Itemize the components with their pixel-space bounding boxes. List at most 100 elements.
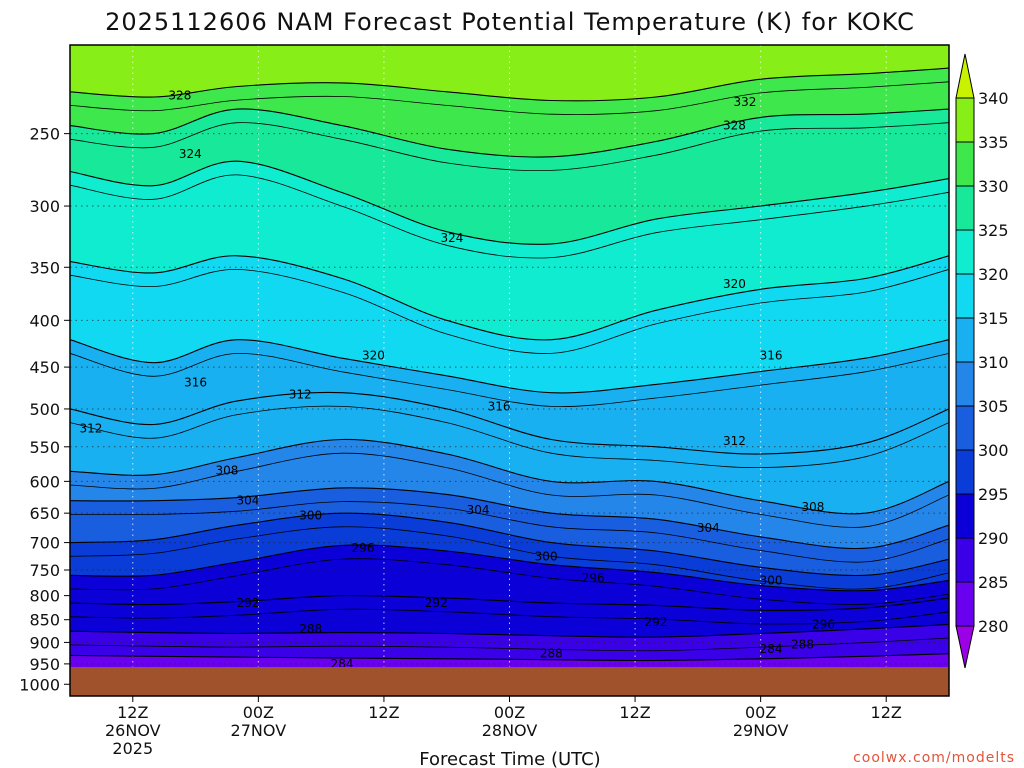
isentrope-308 bbox=[70, 438, 949, 515]
y-tick-label: 950 bbox=[29, 655, 60, 674]
colorbar-box bbox=[955, 317, 975, 363]
colorbar-box bbox=[955, 97, 975, 143]
contour-label: 308 bbox=[802, 500, 825, 514]
credit-text: coolwx.com/modelts bbox=[853, 750, 1015, 766]
isentrope-328 bbox=[70, 108, 949, 158]
y-tick-label: 550 bbox=[29, 438, 60, 457]
contour-label: 288 bbox=[540, 646, 563, 660]
contour-label: 312 bbox=[289, 387, 312, 401]
contour-label: 312 bbox=[79, 421, 102, 435]
colorbar-arrow-low bbox=[955, 625, 975, 669]
x-axis-title: Forecast Time (UTC) bbox=[419, 749, 600, 768]
colorbar-box bbox=[955, 537, 975, 583]
isentrope-316 bbox=[70, 339, 949, 394]
contour-label: 312 bbox=[723, 434, 746, 448]
y-tick-label: 800 bbox=[29, 587, 60, 606]
y-tick-label: 250 bbox=[29, 125, 60, 144]
y-tick-label: 750 bbox=[29, 561, 60, 580]
colorbar-box bbox=[955, 449, 975, 495]
contour-label: 288 bbox=[791, 638, 814, 652]
isentrope-minor bbox=[70, 352, 949, 408]
x-tick-label: 12Z bbox=[871, 703, 902, 722]
colorbar-label: 295 bbox=[978, 485, 1009, 504]
y-tick-label: 650 bbox=[29, 504, 60, 523]
isentrope-minor bbox=[70, 637, 949, 652]
isentrope-minor bbox=[70, 174, 949, 259]
contour-label: 304 bbox=[236, 494, 259, 508]
x-tick-label: 28NOV bbox=[482, 721, 538, 740]
contour-label: 308 bbox=[216, 464, 239, 478]
isentrope-324 bbox=[70, 160, 949, 245]
contour-label: 316 bbox=[488, 400, 511, 414]
x-tick-label: 00Z bbox=[494, 703, 525, 722]
y-tick-label: 600 bbox=[29, 472, 60, 491]
contour-label: 304 bbox=[697, 521, 720, 535]
isentrope-minor bbox=[70, 268, 949, 354]
colorbar-label: 300 bbox=[978, 441, 1009, 460]
colorbar-box bbox=[955, 581, 975, 627]
colorbar-label: 330 bbox=[978, 177, 1009, 196]
contour-label: 292 bbox=[236, 596, 259, 610]
contour-label: 296 bbox=[582, 571, 605, 585]
colorbar-arrow-high bbox=[955, 53, 975, 99]
y-tick-label: 300 bbox=[29, 197, 60, 216]
isentrope-332 bbox=[70, 67, 949, 102]
y-axis: 250 300 350 400 450 500 550 600 650 700 750 800 850 9… bbox=[19, 125, 70, 694]
colorbar-box bbox=[955, 229, 975, 275]
ground-surface bbox=[70, 667, 949, 696]
plot-area: 328 324 332 328 324 320 320 316 316 312 316 312 312 3… bbox=[70, 45, 949, 696]
x-tick-label: 00Z bbox=[243, 703, 274, 722]
y-tick-label: 500 bbox=[29, 400, 60, 419]
colorbar-box bbox=[955, 185, 975, 231]
x-tick-label: 00Z bbox=[745, 703, 776, 722]
colorbar-box bbox=[955, 273, 975, 319]
isentrope-minor bbox=[70, 81, 949, 115]
isentrope-320 bbox=[70, 255, 949, 341]
isentrope-minor bbox=[70, 122, 949, 172]
x-tick-label: 2025 bbox=[112, 739, 153, 758]
colorbar-label: 320 bbox=[978, 265, 1009, 284]
isentrope-292 bbox=[70, 594, 949, 611]
isentrope-304 bbox=[70, 487, 949, 550]
chart-title: 2025112606 NAM Forecast Potential Temper… bbox=[105, 8, 915, 36]
colorbar-label: 285 bbox=[978, 573, 1009, 592]
y-tick-label: 450 bbox=[29, 358, 60, 377]
colorbar-label: 280 bbox=[978, 617, 1009, 636]
contour-label: 288 bbox=[299, 622, 322, 636]
isentrope-312 bbox=[70, 391, 949, 455]
colorbar-box bbox=[955, 405, 975, 451]
contour-label: 328 bbox=[723, 119, 746, 133]
contour-label: 300 bbox=[535, 550, 558, 564]
contour-label: 316 bbox=[184, 376, 207, 390]
contour-label: 324 bbox=[440, 231, 463, 245]
colorbar-box bbox=[955, 361, 975, 407]
contour-label: 316 bbox=[760, 348, 783, 362]
colorbar: 280 285 290 295 300 305 310 315 320 325 330 335 340 bbox=[955, 53, 1009, 669]
x-tick-label: 26NOV bbox=[105, 721, 161, 740]
isentrope-284 bbox=[70, 653, 949, 662]
x-tick-label: 29NOV bbox=[733, 721, 789, 740]
x-tick-label: 12Z bbox=[619, 703, 650, 722]
y-tick-label: 1000 bbox=[19, 675, 60, 694]
contour-label: 300 bbox=[760, 573, 783, 587]
contour-label: 332 bbox=[733, 95, 756, 109]
isentrope-300 bbox=[70, 512, 949, 577]
contour-label: 320 bbox=[723, 277, 746, 291]
isentrope-288 bbox=[70, 623, 949, 638]
colorbar-label: 325 bbox=[978, 221, 1009, 240]
isentrope-minor bbox=[70, 405, 949, 469]
contour-label: 284 bbox=[760, 642, 783, 656]
x-tick-label: 12Z bbox=[117, 703, 148, 722]
contour-label: 304 bbox=[467, 503, 490, 517]
isentrope-minor bbox=[70, 501, 949, 563]
x-tick-label: 12Z bbox=[368, 703, 399, 722]
isentrope-296 bbox=[70, 544, 949, 592]
contour-label: 328 bbox=[168, 88, 191, 102]
isentrope-minor bbox=[70, 526, 949, 590]
y-tick-label: 350 bbox=[29, 258, 60, 277]
colorbar-label: 310 bbox=[978, 353, 1009, 372]
x-tick-label: 27NOV bbox=[231, 721, 287, 740]
colorbar-label: 335 bbox=[978, 133, 1009, 152]
